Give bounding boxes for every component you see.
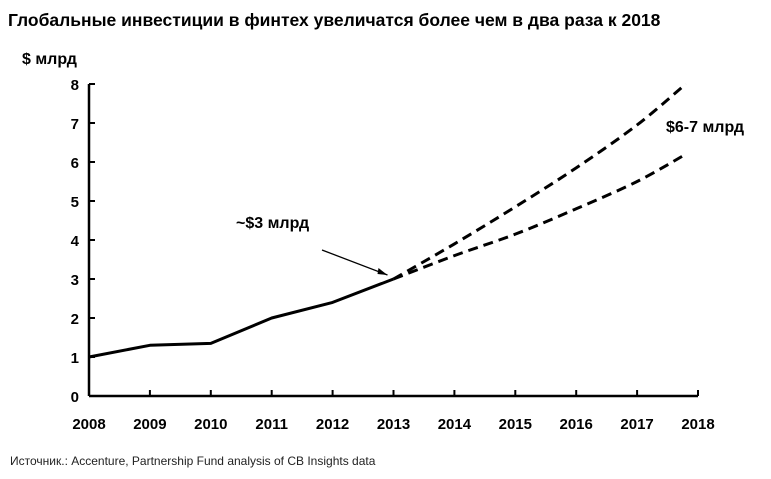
- y-tick-label: 4: [71, 233, 80, 250]
- y-tick-label: 2: [71, 311, 79, 328]
- annotation-arrow: [321, 249, 388, 276]
- y-tick-label: 0: [71, 389, 79, 406]
- series-line-2: [392, 82, 687, 281]
- x-tick-label: 2010: [194, 416, 227, 433]
- y-axis-label: $ млрд: [22, 51, 77, 68]
- x-tick-label: 2016: [560, 416, 593, 433]
- chart-title: Глобальные инвестиции в финтех увеличатс…: [8, 10, 661, 30]
- y-tick-label: 7: [71, 116, 79, 133]
- y-tick-label: 5: [71, 194, 79, 211]
- y-tick-label: 1: [71, 350, 79, 367]
- series-line-3: [392, 152, 687, 281]
- x-tick-label: 2017: [620, 416, 653, 433]
- x-tick-label: 2008: [72, 416, 105, 433]
- x-tick-label: 2018: [681, 416, 714, 433]
- x-tick-label: 2012: [316, 416, 349, 433]
- source-note: Источник.: Accenture, Partnership Fund a…: [10, 454, 376, 468]
- y-tick-label: 6: [71, 155, 79, 172]
- x-tick-label: 2013: [377, 416, 410, 433]
- y-tick-label: 3: [71, 272, 79, 289]
- x-tick-label: 2015: [499, 416, 532, 433]
- x-tick-label: 2009: [133, 416, 166, 433]
- x-tick-label: 2014: [438, 416, 472, 433]
- y-tick-label: 8: [71, 77, 79, 94]
- annotation-label: $6-7 млрд: [666, 119, 744, 136]
- x-tick-label: 2011: [255, 416, 288, 433]
- arrowhead-icon: [377, 268, 388, 275]
- annotation-label: ~$3 млрд: [236, 215, 309, 232]
- series-line-1: [88, 277, 395, 359]
